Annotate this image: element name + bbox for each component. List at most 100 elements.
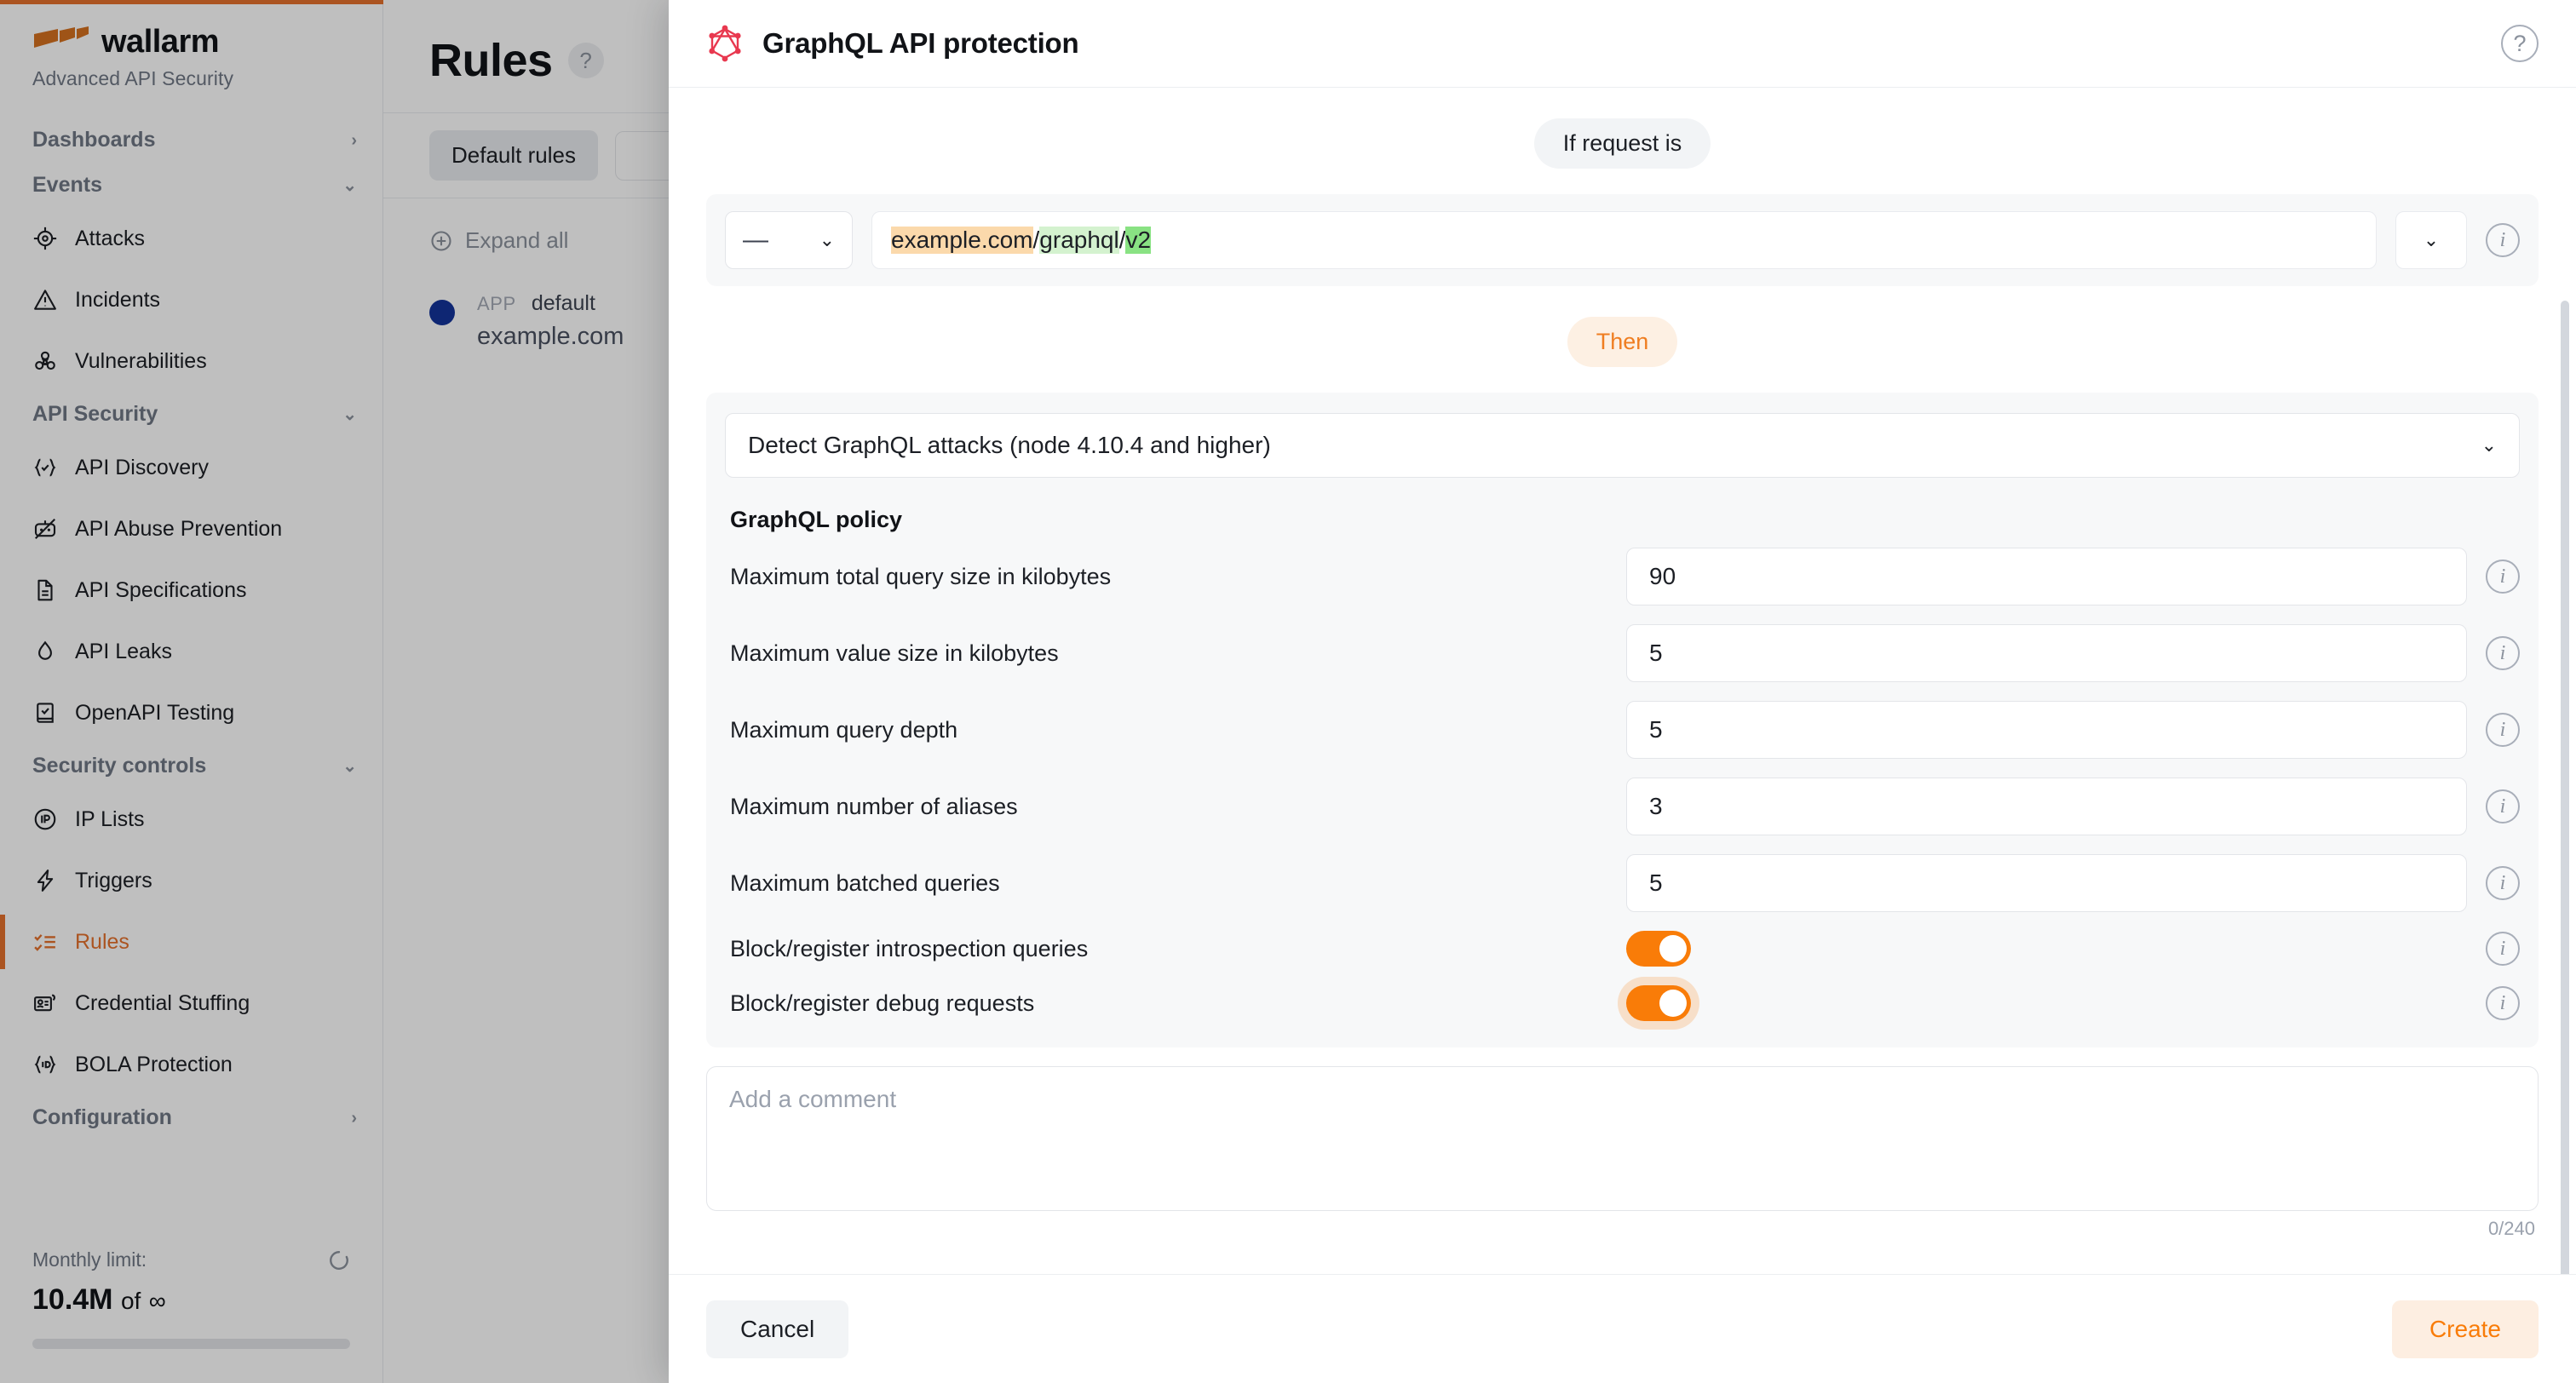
sidebar-item-api-leaks[interactable]: API Leaks (0, 621, 382, 682)
braces-id-icon (32, 1052, 58, 1077)
monthly-limit-progress (32, 1339, 350, 1349)
brand-block: wallarm Advanced API Security (0, 0, 382, 90)
limit-used: 10.4M (32, 1283, 113, 1316)
block-debug-requests-toggle[interactable] (1626, 985, 1691, 1021)
max-query-depth-input[interactable]: 5 (1626, 701, 2467, 759)
info-circle-icon[interactable]: i (2486, 789, 2520, 823)
action-type-select[interactable]: Detect GraphQL attacks (node 4.10.4 and … (725, 413, 2520, 478)
url-separator: / (1032, 227, 1040, 253)
rule-host: example.com (477, 323, 624, 350)
sidebar-item-label: Attacks (75, 226, 145, 250)
chevron-down-icon: ⌄ (342, 175, 357, 195)
comment-textarea[interactable]: Add a comment (706, 1066, 2539, 1211)
sidebar-item-label: IP Lists (75, 806, 145, 831)
sidebar-item-triggers[interactable]: Triggers (0, 850, 382, 911)
info-circle-icon[interactable]: i (2486, 932, 2520, 966)
dialog-header: GraphQL API protection ? (669, 0, 2576, 88)
question-circle-icon[interactable]: ? (2501, 25, 2539, 62)
sidebar-item-label: API Discovery (75, 455, 209, 479)
max-aliases-input[interactable]: 3 (1626, 778, 2467, 835)
sidebar-item-label: BOLA Protection (75, 1052, 233, 1076)
action-type-value: Detect GraphQL attacks (node 4.10.4 and … (748, 432, 1271, 458)
field-row-max-batched-queries: Maximum batched queries 5 i (725, 845, 2520, 921)
sidebar-item-credential-stuffing[interactable]: Credential Stuffing (0, 973, 382, 1034)
rule-tag-value: default (531, 291, 595, 315)
max-total-query-size-input[interactable]: 90 (1626, 548, 2467, 605)
dialog-scrollbar-track[interactable] (2561, 190, 2573, 1274)
tab-default-rules[interactable]: Default rules (429, 130, 598, 181)
sidebar-item-openapi-testing[interactable]: OpenAPI Testing (0, 682, 382, 743)
biohazard-icon (32, 348, 58, 374)
info-circle-icon[interactable]: i (2486, 986, 2520, 1020)
condition-operator-select[interactable]: — ⌄ (725, 211, 853, 269)
info-circle-icon[interactable]: i (2486, 560, 2520, 594)
max-value-size-input[interactable]: 5 (1626, 624, 2467, 682)
monthly-limit-value: 10.4M of ∞ (32, 1283, 350, 1317)
field-row-max-value-size: Maximum value size in kilobytes 5 i (725, 615, 2520, 692)
graphql-logo-icon (706, 23, 744, 64)
max-batched-queries-input[interactable]: 5 (1626, 854, 2467, 912)
sidebar-group-dashboards[interactable]: Dashboards › (0, 118, 382, 163)
sidebar-item-vulnerabilities[interactable]: Vulnerabilities (0, 330, 382, 392)
field-row-block-introspection: Block/register introspection queries i (725, 921, 2520, 976)
sidebar-item-ip-lists[interactable]: IP Lists (0, 789, 382, 850)
cancel-button[interactable]: Cancel (706, 1300, 849, 1358)
graphql-api-protection-dialog: GraphQL API protection ? If request is —… (669, 0, 2576, 1383)
warning-triangle-icon (32, 287, 58, 313)
sidebar-item-api-abuse-prevention[interactable]: API Abuse Prevention (0, 498, 382, 560)
sidebar-item-label: API Specifications (75, 577, 247, 602)
expand-all-row[interactable]: Expand all (383, 198, 2576, 254)
then-row: Then (669, 286, 2576, 393)
dialog-footer: Cancel Create (669, 1274, 2576, 1383)
chevron-down-icon: ⌄ (2481, 434, 2497, 456)
target-icon (32, 226, 58, 251)
info-circle-icon[interactable]: i (2486, 713, 2520, 747)
url-segment-path: graphql (1039, 227, 1119, 254)
info-circle-icon[interactable]: i (2486, 866, 2520, 900)
rules-list: APP default example.com (383, 254, 2576, 351)
sidebar-item-label: Incidents (75, 287, 161, 312)
expand-all-label: Expand all (465, 227, 569, 253)
field-row-max-aliases: Maximum number of aliases 3 i (725, 768, 2520, 845)
dialog-scrollbar-thumb[interactable] (2561, 301, 2569, 1274)
id-card-icon (32, 990, 58, 1016)
question-mark-icon[interactable]: ? (567, 43, 604, 78)
sidebar-group-configuration[interactable]: Configuration › (0, 1095, 382, 1140)
info-circle-icon[interactable]: i (2486, 223, 2520, 257)
sidebar-item-bola-protection[interactable]: BOLA Protection (0, 1034, 382, 1095)
comment-char-counter: 0/240 (2487, 1218, 2535, 1239)
info-circle-icon[interactable]: i (2486, 636, 2520, 670)
sidebar-item-label: API Leaks (75, 639, 172, 663)
brand-name: wallarm (101, 24, 220, 60)
if-request-is-pill: If request is (1533, 118, 1711, 169)
plus-circle-icon (429, 229, 453, 253)
condition-url-input[interactable]: example.com / graphql / v2 (871, 211, 2377, 269)
accent-top-bar (0, 0, 383, 4)
sidebar-group-security-controls[interactable]: Security controls ⌄ (0, 743, 382, 789)
block-introspection-queries-toggle[interactable] (1626, 931, 1691, 967)
monthly-limit-panel: Monthly limit: 10.4M of ∞ (0, 1225, 382, 1383)
sidebar-group-events[interactable]: Events ⌄ (0, 163, 382, 208)
sidebar-item-label: Triggers (75, 868, 152, 892)
sidebar-item-label: Credential Stuffing (75, 990, 250, 1015)
sidebar-item-rules[interactable]: Rules (0, 911, 382, 973)
table-row[interactable]: APP default example.com (477, 291, 624, 351)
sidebar-item-attacks[interactable]: Attacks (0, 208, 382, 269)
create-button[interactable]: Create (2391, 1300, 2539, 1358)
field-row-max-total-query-size: Maximum total query size in kilobytes 90… (725, 538, 2520, 615)
sidebar-group-api-security[interactable]: API Security ⌄ (0, 392, 382, 437)
dialog-title: GraphQL API protection (762, 27, 1079, 59)
sidebar-group-label: Events (32, 173, 102, 197)
dialog-body: If request is — ⌄ example.com / graphql / v2… (669, 88, 2576, 1274)
sidebar-item-api-discovery[interactable]: API Discovery (0, 437, 382, 498)
braces-check-icon (32, 455, 58, 480)
sidebar-item-incidents[interactable]: Incidents (0, 269, 382, 330)
sidebar-group-label: Security controls (32, 754, 207, 778)
if-request-is-row: If request is (669, 88, 2576, 194)
sidebar-item-api-specifications[interactable]: API Specifications (0, 560, 382, 621)
rules-list-icon (32, 929, 58, 955)
condition-expand-button[interactable]: ⌄ (2395, 211, 2467, 269)
rule-status-dot (429, 300, 455, 325)
book-check-icon (32, 700, 58, 726)
sidebar-nav: Dashboards › Events ⌄ Attacks (0, 118, 382, 1140)
